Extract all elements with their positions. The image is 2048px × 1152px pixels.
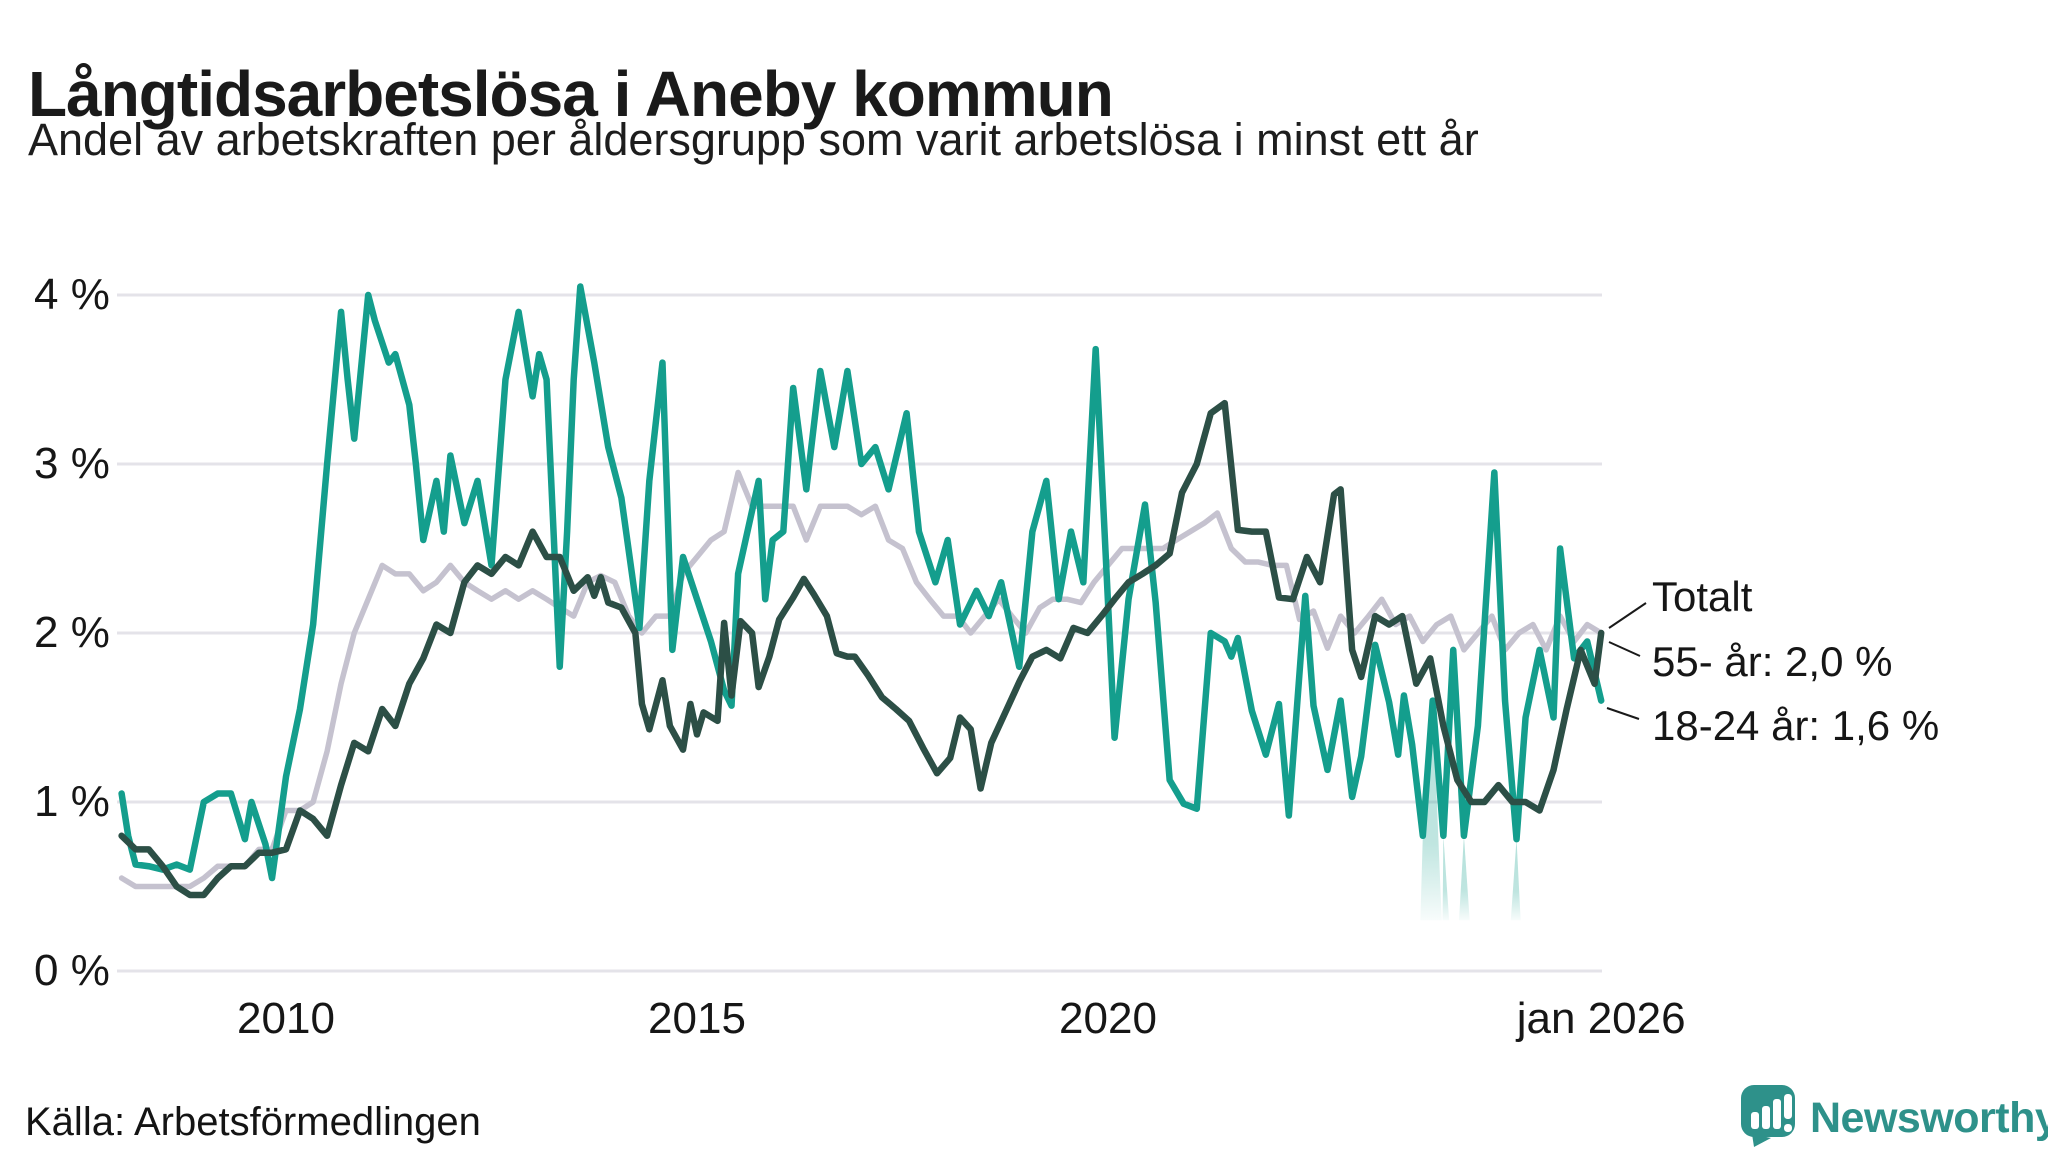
y-tick-label: 0 % xyxy=(34,946,110,995)
legend-label-55-plus: 55- år: 2,0 % xyxy=(1652,638,1893,685)
legend-leader-line xyxy=(1606,707,1640,720)
series-line-Totalt xyxy=(118,469,1604,890)
newsworthy-speech-bubble-bar-chart-icon xyxy=(1740,1084,1796,1152)
x-tick-label: jan 2026 xyxy=(1516,994,1686,1043)
x-tick-label: 2015 xyxy=(648,994,746,1043)
y-tick-label: 1 % xyxy=(34,777,110,826)
page-title: Långtidsarbetslösa i Aneby kommun xyxy=(28,57,1114,130)
y-tick-label: 4 % xyxy=(34,270,110,319)
uncertainty-band xyxy=(1510,839,1521,921)
x-tick-label: 2010 xyxy=(237,994,335,1043)
x-tick-label: 2020 xyxy=(1059,994,1157,1043)
chart-subtitle: Andel av arbetskraften per åldersgrupp s… xyxy=(28,114,1479,165)
legend-leader-line xyxy=(1608,641,1641,657)
y-tick-label: 2 % xyxy=(34,608,110,657)
legend-label-18-24: 18-24 år: 1,6 % xyxy=(1652,702,1940,749)
newsworthy-logo: Newsworthy xyxy=(1740,1084,2048,1152)
newsworthy-wordmark: Newsworthy xyxy=(1810,1094,2048,1142)
source-note: Källa: Arbetsförmedlingen xyxy=(25,1100,481,1144)
uncertainty-band xyxy=(1420,700,1442,921)
uncertainty-band xyxy=(1442,835,1450,921)
y-tick-label: 3 % xyxy=(34,439,110,488)
legend-leader-line xyxy=(1608,602,1647,629)
uncertainty-band xyxy=(1458,835,1470,921)
legend-label-totalt: Totalt xyxy=(1652,573,1753,620)
series-line-55-år xyxy=(118,399,1605,899)
series-line-18-24år xyxy=(118,283,1605,882)
